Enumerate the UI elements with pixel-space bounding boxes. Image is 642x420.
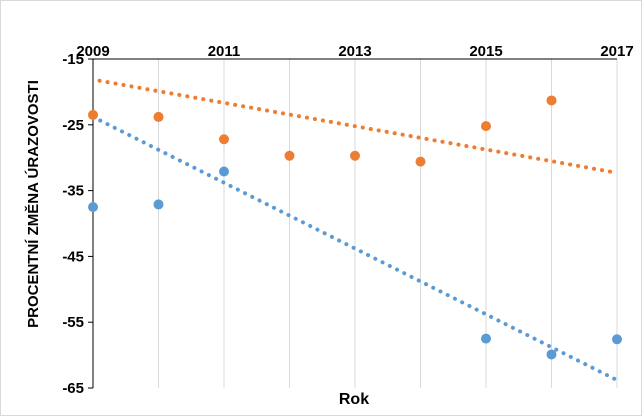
y-tick-label: -45 xyxy=(62,248,84,265)
data-point-series-2 xyxy=(219,166,229,177)
data-point-series-2 xyxy=(153,199,164,210)
x-tick-label: 2011 xyxy=(208,43,241,60)
x-axis-label: Rok xyxy=(339,391,369,408)
data-point-series-1 xyxy=(546,95,557,106)
data-point-series-1 xyxy=(153,111,164,122)
x-tick-labels: 2009 2011 2013 2015 2017 xyxy=(76,43,633,60)
data-point-series-1 xyxy=(350,150,360,161)
data-point-series-1 xyxy=(219,134,229,145)
data-point-series-1 xyxy=(284,150,295,161)
y-tick-label: -55 xyxy=(62,314,84,331)
y-tick-labels: -15 -25 -35 -45 -55 -65 xyxy=(62,51,93,397)
data-points xyxy=(88,95,622,360)
trendlines xyxy=(91,78,619,383)
gridlines xyxy=(158,59,618,388)
y-tick-label: -25 xyxy=(62,117,84,134)
data-point-series-2 xyxy=(481,333,491,344)
data-point-series-1 xyxy=(88,109,98,120)
x-tick-label: 2009 xyxy=(76,43,109,60)
data-point-series-2 xyxy=(546,349,557,360)
trendline-series-2 xyxy=(91,114,619,383)
x-tick-label: 2013 xyxy=(338,43,371,60)
y-tick-label: -35 xyxy=(62,183,84,200)
data-point-series-2 xyxy=(88,202,98,213)
trendline-series-1 xyxy=(97,78,619,175)
x-tick-label: 2017 xyxy=(600,43,633,60)
x-tick-label: 2015 xyxy=(469,43,502,60)
y-axis-label: PROCENTNÍ ZMĚNA ÚRAZOVOSTI xyxy=(24,80,42,328)
data-point-series-2 xyxy=(612,334,622,345)
y-tick-label: -15 xyxy=(62,51,84,68)
y-tick-label: -65 xyxy=(62,380,84,397)
data-point-series-1 xyxy=(415,156,426,167)
data-point-series-1 xyxy=(481,121,491,132)
